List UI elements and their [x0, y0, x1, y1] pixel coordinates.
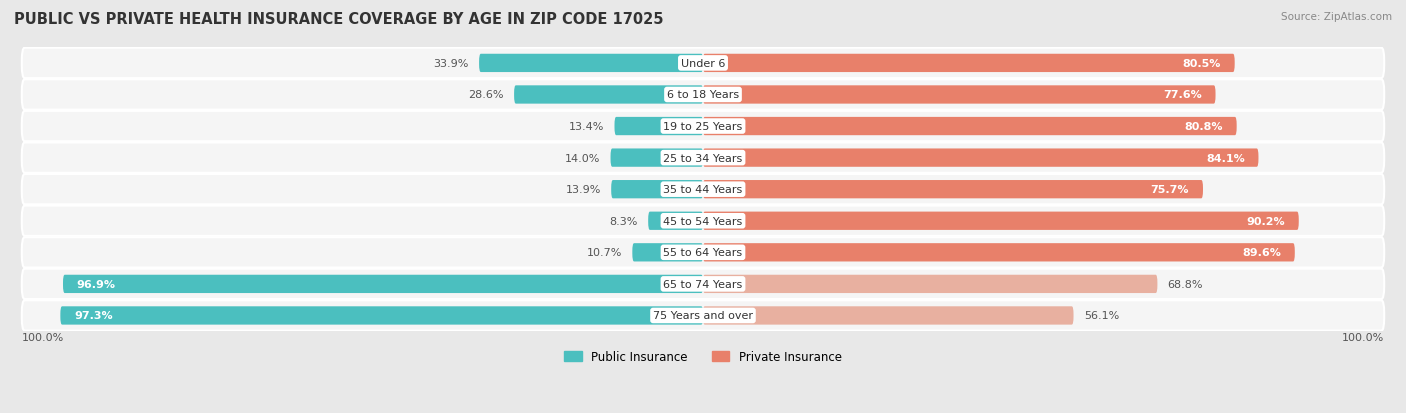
FancyBboxPatch shape [22, 112, 1384, 142]
Text: Source: ZipAtlas.com: Source: ZipAtlas.com [1281, 12, 1392, 22]
Text: 10.7%: 10.7% [586, 248, 621, 258]
FancyBboxPatch shape [22, 143, 1384, 173]
Text: 55 to 64 Years: 55 to 64 Years [664, 248, 742, 258]
Text: 19 to 25 Years: 19 to 25 Years [664, 122, 742, 132]
FancyBboxPatch shape [633, 244, 703, 262]
FancyBboxPatch shape [479, 55, 703, 73]
Text: 97.3%: 97.3% [75, 311, 112, 320]
FancyBboxPatch shape [703, 275, 1157, 293]
FancyBboxPatch shape [22, 301, 1384, 331]
Text: 80.8%: 80.8% [1184, 122, 1223, 132]
Text: 13.9%: 13.9% [565, 185, 600, 195]
Text: 75 Years and over: 75 Years and over [652, 311, 754, 320]
FancyBboxPatch shape [22, 237, 1384, 268]
FancyBboxPatch shape [703, 244, 1295, 262]
Text: Under 6: Under 6 [681, 59, 725, 69]
FancyBboxPatch shape [648, 212, 703, 230]
Text: 75.7%: 75.7% [1150, 185, 1189, 195]
FancyBboxPatch shape [22, 206, 1384, 236]
Text: 25 to 34 Years: 25 to 34 Years [664, 153, 742, 163]
Text: 84.1%: 84.1% [1206, 153, 1244, 163]
Text: 65 to 74 Years: 65 to 74 Years [664, 279, 742, 289]
FancyBboxPatch shape [22, 269, 1384, 299]
Text: PUBLIC VS PRIVATE HEALTH INSURANCE COVERAGE BY AGE IN ZIP CODE 17025: PUBLIC VS PRIVATE HEALTH INSURANCE COVER… [14, 12, 664, 27]
Text: 100.0%: 100.0% [22, 332, 65, 342]
Text: 8.3%: 8.3% [609, 216, 638, 226]
Legend: Public Insurance, Private Insurance: Public Insurance, Private Insurance [560, 346, 846, 368]
Text: 100.0%: 100.0% [1341, 332, 1384, 342]
FancyBboxPatch shape [22, 80, 1384, 110]
Text: 33.9%: 33.9% [433, 59, 468, 69]
FancyBboxPatch shape [22, 49, 1384, 79]
Text: 28.6%: 28.6% [468, 90, 503, 100]
FancyBboxPatch shape [703, 149, 1258, 167]
FancyBboxPatch shape [703, 55, 1234, 73]
Text: 96.9%: 96.9% [77, 279, 115, 289]
Text: 89.6%: 89.6% [1241, 248, 1281, 258]
Text: 68.8%: 68.8% [1168, 279, 1204, 289]
Text: 45 to 54 Years: 45 to 54 Years [664, 216, 742, 226]
Text: 13.4%: 13.4% [569, 122, 605, 132]
FancyBboxPatch shape [63, 275, 703, 293]
FancyBboxPatch shape [703, 86, 1216, 104]
Text: 56.1%: 56.1% [1084, 311, 1119, 320]
FancyBboxPatch shape [60, 306, 703, 325]
Text: 6 to 18 Years: 6 to 18 Years [666, 90, 740, 100]
Text: 77.6%: 77.6% [1163, 90, 1202, 100]
Text: 90.2%: 90.2% [1246, 216, 1285, 226]
Text: 35 to 44 Years: 35 to 44 Years [664, 185, 742, 195]
FancyBboxPatch shape [703, 118, 1237, 136]
FancyBboxPatch shape [610, 149, 703, 167]
FancyBboxPatch shape [515, 86, 703, 104]
Text: 14.0%: 14.0% [565, 153, 600, 163]
FancyBboxPatch shape [614, 118, 703, 136]
FancyBboxPatch shape [22, 175, 1384, 205]
FancyBboxPatch shape [703, 212, 1299, 230]
FancyBboxPatch shape [703, 180, 1204, 199]
FancyBboxPatch shape [703, 306, 1074, 325]
Text: 80.5%: 80.5% [1182, 59, 1220, 69]
FancyBboxPatch shape [612, 180, 703, 199]
